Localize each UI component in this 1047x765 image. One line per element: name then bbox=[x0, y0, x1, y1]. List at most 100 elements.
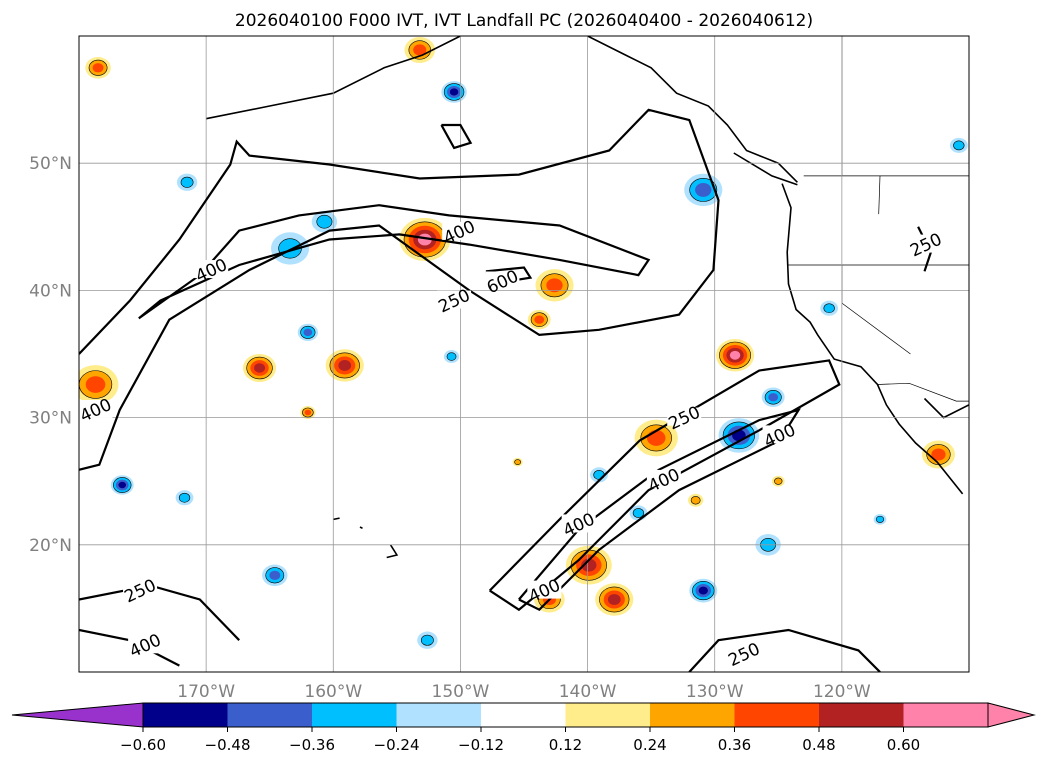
colorbar-swatch bbox=[312, 703, 397, 727]
pc-blob bbox=[338, 360, 352, 371]
pc-blob bbox=[514, 459, 521, 466]
contour-label-bg bbox=[561, 514, 596, 533]
contour-label-bg bbox=[437, 290, 472, 309]
contour-label-bg bbox=[442, 221, 477, 240]
pc-blob bbox=[774, 477, 783, 485]
ivt-contour-250 bbox=[440, 123, 473, 150]
x-tick-label: 170°W bbox=[177, 682, 235, 702]
colorbar-tick-label: −0.48 bbox=[205, 736, 251, 754]
colorbar-swatch bbox=[734, 703, 819, 727]
ivt-contour-250 bbox=[79, 584, 240, 641]
contour-label-bg bbox=[527, 580, 562, 599]
y-tick-label: 30°N bbox=[29, 409, 72, 429]
pc-blob bbox=[254, 363, 266, 373]
pc-blob bbox=[534, 315, 545, 324]
colorbar: −0.60 −0.48 −0.36 −0.24 −0.12 0.12 0.24 0.36 0.4… bbox=[11, 702, 1036, 754]
pc-blob bbox=[607, 594, 621, 605]
contour-label-bg bbox=[79, 399, 113, 418]
pc-blob bbox=[413, 44, 427, 56]
contour-label-bg bbox=[128, 635, 163, 654]
map-frame bbox=[78, 35, 970, 673]
colorbar-tick-label: −0.24 bbox=[374, 736, 420, 754]
contour-label-bg bbox=[646, 469, 681, 488]
coastline bbox=[359, 526, 363, 530]
ivt-contour-250 bbox=[79, 108, 720, 471]
colorbar-swatch bbox=[396, 703, 481, 727]
border-line bbox=[878, 175, 881, 215]
colorbar-tick-label: −0.36 bbox=[289, 736, 335, 754]
contour-label-bg bbox=[908, 234, 943, 253]
pc-blob bbox=[180, 176, 194, 188]
colorbar-tick-label: 0.36 bbox=[718, 736, 751, 754]
ivt-contour-250 bbox=[688, 628, 881, 672]
ivt-contour-400 bbox=[518, 408, 801, 612]
pc-blob bbox=[118, 481, 127, 489]
coastline bbox=[205, 36, 461, 120]
colorbar-swatch bbox=[650, 703, 735, 727]
pc-blob bbox=[92, 63, 104, 73]
chart-title: 2026040100 F000 IVT, IVT Landfall PC (20… bbox=[235, 11, 813, 31]
colorbar-swatch bbox=[903, 703, 988, 727]
pc-blob bbox=[646, 430, 666, 446]
contour-label-bg bbox=[123, 580, 158, 599]
colorbar-swatch bbox=[819, 703, 904, 727]
pc-blob bbox=[269, 570, 281, 580]
colorbar-tick-label: 0.48 bbox=[802, 736, 835, 754]
x-tick-label: 130°W bbox=[686, 682, 744, 702]
pc-blob bbox=[690, 496, 701, 505]
pc-blob bbox=[449, 88, 459, 96]
colorbar-tick-label: −0.12 bbox=[458, 736, 504, 754]
coastline bbox=[386, 544, 399, 559]
colorbar-swatch bbox=[565, 703, 650, 727]
colorbar-swatch bbox=[227, 703, 312, 727]
ivt-contour-250 bbox=[488, 359, 841, 612]
contour-label-bg bbox=[667, 407, 702, 426]
colorbar-tick-label: 0.60 bbox=[887, 736, 920, 754]
contour-label-bg bbox=[762, 425, 797, 444]
colorbar-tick-label: −0.60 bbox=[120, 736, 166, 754]
colorbar-swatch bbox=[143, 703, 228, 727]
colorbar-tick-label: 0.12 bbox=[549, 736, 582, 754]
x-tick-label: 120°W bbox=[813, 682, 871, 702]
pc-blob bbox=[178, 492, 191, 503]
contour-label-bg bbox=[194, 260, 229, 279]
colorbar-swatch bbox=[481, 703, 566, 727]
map-area bbox=[79, 36, 969, 672]
x-tick-label: 140°W bbox=[559, 682, 617, 702]
coastline bbox=[587, 36, 798, 183]
coastline bbox=[733, 152, 798, 186]
contour-label-bg bbox=[485, 271, 520, 290]
ivt-contour-400 bbox=[138, 204, 651, 320]
pc-blob bbox=[632, 508, 645, 518]
y-tick-label: 40°N bbox=[29, 281, 72, 301]
colorbar-extend-min bbox=[11, 702, 144, 728]
axis-ticks: 170°W 160°W 150°W 140°W 130°W 120°W 50°N 40°N 30… bbox=[29, 154, 871, 702]
y-tick-label: 20°N bbox=[29, 536, 72, 556]
pc-blob bbox=[729, 350, 741, 360]
colorbar-tick-label: 0.24 bbox=[633, 736, 666, 754]
y-tick-label: 50°N bbox=[29, 154, 72, 174]
pc-blob bbox=[695, 182, 712, 197]
coastline bbox=[781, 183, 964, 495]
pc-blob bbox=[823, 303, 835, 314]
x-tick-label: 150°W bbox=[432, 682, 490, 702]
pc-blob bbox=[316, 214, 333, 229]
pc-blob bbox=[303, 328, 313, 337]
border-line bbox=[877, 382, 969, 402]
gridlines bbox=[79, 36, 969, 672]
pc-blob bbox=[304, 409, 312, 416]
contour-label-bg bbox=[726, 644, 761, 663]
pc-blob bbox=[420, 634, 434, 646]
x-tick-label: 160°W bbox=[304, 682, 362, 702]
pc-blob bbox=[581, 558, 597, 572]
pc-blob bbox=[953, 140, 965, 151]
pc-blob bbox=[85, 376, 106, 393]
pc-blob bbox=[768, 393, 779, 402]
pc-blob bbox=[698, 586, 708, 595]
pc-blob bbox=[931, 448, 946, 461]
colorbar-extend-max bbox=[987, 702, 1036, 728]
pc-blob bbox=[546, 278, 563, 293]
pc-blob bbox=[446, 352, 457, 361]
